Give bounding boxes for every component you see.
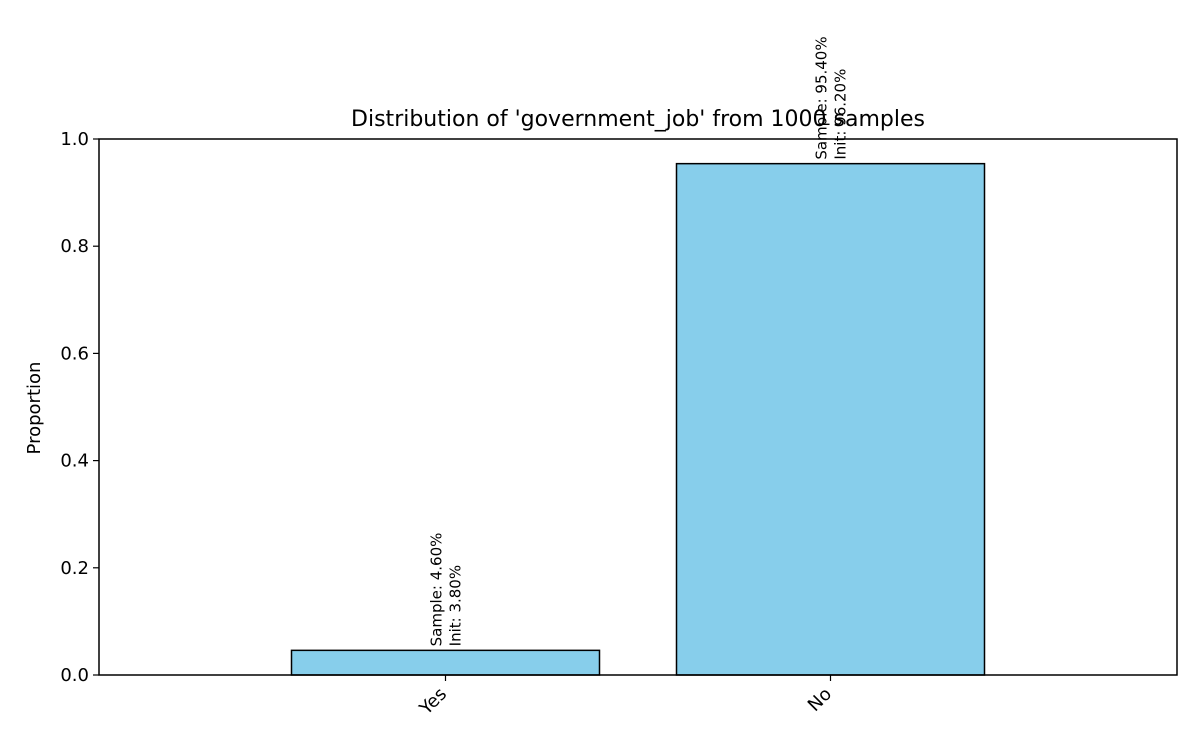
y-ticks: 0.0 0.2 0.4 0.6 0.8 1.0 — [60, 129, 99, 686]
chart-title: Distribution of 'government_job' from 10… — [351, 107, 925, 132]
y-axis-label: Proportion — [24, 362, 45, 455]
bars-layer — [290, 162, 986, 676]
bar-no — [675, 162, 986, 676]
y-tick-label: 0.0 — [60, 665, 89, 686]
bar-annotation-init: Init: 96.20% — [832, 69, 850, 160]
x-ticks: Yes No — [415, 675, 836, 720]
x-tick-label: Yes — [415, 684, 451, 720]
plot-frame — [98, 138, 1178, 676]
bar-annotations: Sample: 4.60% Init: 3.80% Sample: 95.40% In… — [428, 36, 850, 646]
bar-yes — [290, 649, 601, 676]
bar-annotation-sample: Sample: 95.40% — [813, 36, 831, 159]
bar-annotation-init: Init: 3.80% — [447, 565, 465, 646]
y-tick-label: 0.2 — [60, 558, 89, 579]
y-tick-label: 0.6 — [60, 343, 89, 364]
x-tick-label: No — [804, 684, 836, 716]
y-tick-label: 1.0 — [60, 129, 89, 150]
y-tick-label: 0.4 — [60, 451, 89, 472]
bar-annotation-sample: Sample: 4.60% — [428, 533, 446, 647]
y-tick-label: 0.8 — [60, 236, 89, 257]
